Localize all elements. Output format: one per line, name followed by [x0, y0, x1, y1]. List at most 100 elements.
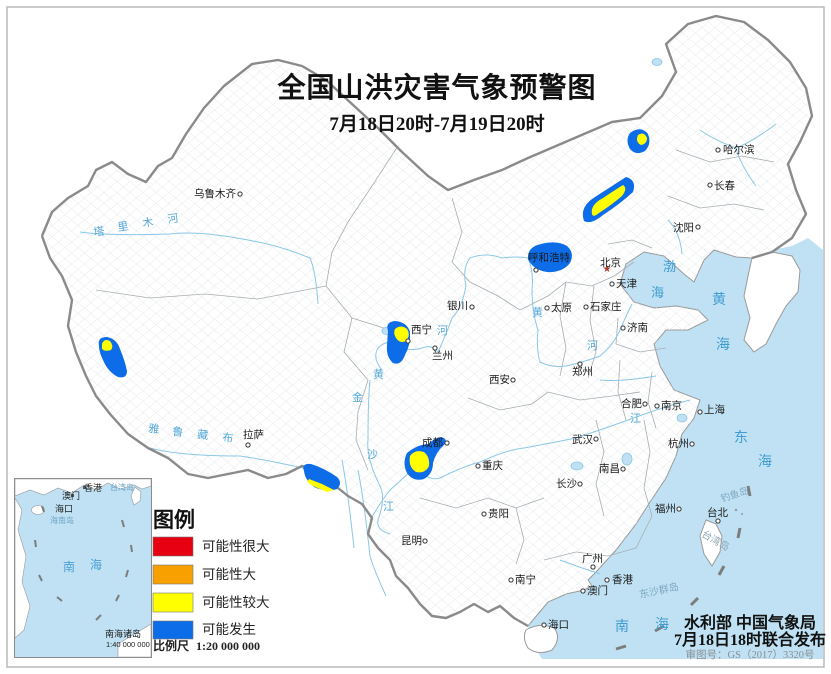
warning-area	[394, 326, 409, 342]
county-texture	[42, 16, 812, 626]
city-dot	[593, 436, 599, 442]
province-borders	[95, 145, 775, 565]
pearl-river	[559, 559, 601, 575]
city-dot	[510, 377, 516, 383]
city-label: 北京	[600, 256, 621, 269]
city-label: 济南	[627, 321, 648, 334]
tarim-river	[79, 231, 319, 305]
map-subtitle: 7月18日20时-7月19日20时	[329, 113, 544, 135]
city-label: 石家庄	[590, 300, 622, 313]
river-label-changjiang: 江	[630, 412, 641, 425]
river-label-yarlung: 布	[222, 431, 234, 445]
city-label: 长沙	[556, 478, 577, 490]
river-label-huanghe: 河	[437, 324, 448, 337]
city-dot	[676, 506, 682, 512]
city-label: 重庆	[482, 459, 503, 472]
city-dot	[469, 304, 475, 310]
lancang-river	[357, 469, 387, 597]
legend-label: 可能性大	[202, 567, 256, 582]
legend-label: 可能性很大	[202, 539, 270, 554]
city-label: 广州	[582, 553, 603, 565]
attribution: 水利部 中国气象局 7月18日18时联合发布 审图号：GS（2017）3320号	[674, 613, 826, 661]
city-label: 台北	[707, 506, 728, 519]
map-title: 全国山洪灾害气象预警图	[276, 71, 596, 104]
city-dot	[609, 281, 615, 287]
capital-star: ★	[603, 264, 612, 275]
city-label: 武汉	[572, 433, 593, 446]
city-dot	[432, 345, 438, 351]
city-dot	[475, 463, 481, 469]
inset-hk-marker	[83, 486, 86, 489]
city-label: 银川	[447, 299, 468, 312]
korea-land	[743, 251, 801, 353]
city-label: 乌鲁木齐	[194, 187, 236, 200]
city-dot	[533, 267, 539, 273]
inset-dash-line	[34, 505, 133, 621]
city-dot	[590, 564, 596, 570]
city-label: 成都	[422, 437, 443, 449]
sea-label-huanghai: 海	[716, 336, 730, 352]
inset-indochina	[14, 496, 31, 639]
warning-area	[307, 479, 334, 492]
inset-hainan	[31, 505, 45, 515]
attribution-approval-number: 审图号：GS（2017）3320号	[686, 648, 815, 661]
inset-borneo	[117, 623, 152, 658]
sea-layer	[523, 238, 823, 659]
warning-area	[591, 185, 626, 216]
city-dot	[583, 304, 589, 310]
river-label-yarlung: 藏	[197, 428, 209, 442]
liao-river	[667, 219, 683, 255]
inset-mainland	[14, 478, 152, 497]
inset-label-haikou: 海口	[55, 503, 73, 514]
city-label: 南昌	[599, 462, 620, 475]
islet-dot	[734, 508, 738, 512]
city-label: 呼和浩特	[528, 252, 570, 264]
city-dot	[508, 577, 514, 583]
sea-label-donghai: 东	[734, 429, 748, 445]
inset-scale: 1:40 000 000	[106, 640, 150, 649]
city-dot	[577, 481, 583, 487]
warning-area	[527, 242, 572, 273]
legend-swatch-orange	[152, 564, 194, 585]
city-dot	[580, 588, 586, 594]
huai-river	[599, 375, 657, 381]
yangtze-river	[369, 399, 691, 521]
city-label: 福州	[655, 502, 676, 515]
islet-dot	[741, 513, 743, 515]
city-label: 太原	[551, 301, 572, 314]
nine-dash-line	[615, 485, 752, 651]
legend-label: 可能发生	[202, 622, 256, 637]
city-dot	[654, 403, 660, 409]
city-dot	[707, 182, 713, 188]
city-dot	[604, 577, 610, 583]
attribution-agencies: 水利部 中国气象局	[684, 613, 816, 632]
city-label: 香港	[612, 574, 633, 586]
city-dot	[689, 441, 695, 447]
yellow-river	[375, 254, 633, 371]
river-label-huanghe: 河	[587, 339, 598, 352]
city-dot	[245, 442, 251, 448]
city-dot	[541, 622, 547, 628]
city-label: 西安	[489, 373, 510, 386]
sea-label-nanhai: 南	[615, 618, 629, 634]
songhua-branch	[735, 147, 757, 187]
river-label-tarim: 河	[167, 212, 180, 226]
legend-scale-label: 比例尺	[153, 638, 189, 653]
city-label: 拉萨	[243, 428, 264, 441]
inset-taiwan	[130, 486, 142, 506]
inset-label-nanhai: 南	[63, 559, 75, 574]
river-label-yarlung: 鲁	[172, 424, 184, 439]
legend: 图例 可能性很大 可能性大 可能性较大 可能发生 比例尺 1:20 000 00…	[152, 508, 270, 653]
legend-swatch-yellow	[152, 592, 194, 613]
warning-areas	[98, 129, 650, 492]
river-label-tarim: 里	[117, 220, 130, 234]
inset-label-hongkong: 香港	[84, 482, 102, 493]
city-dot	[544, 305, 550, 311]
legend-heading: 图例	[153, 508, 195, 532]
sea-label-huanghai: 黄	[712, 291, 726, 307]
city-label: 天津	[616, 278, 637, 290]
city-dot	[697, 409, 703, 415]
